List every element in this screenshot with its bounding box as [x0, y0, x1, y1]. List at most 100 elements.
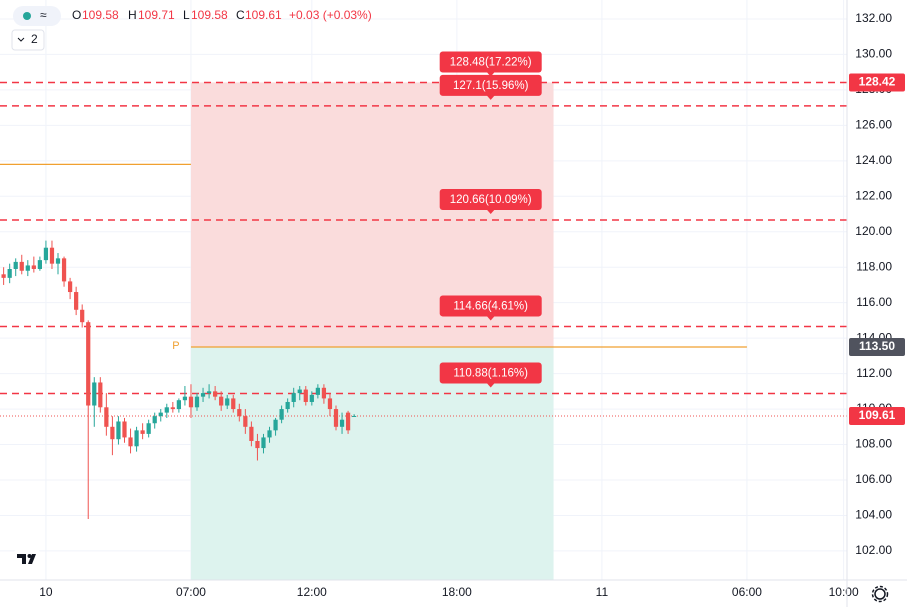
candle-body [321, 387, 327, 399]
y-tick-label: 126.00 [855, 118, 892, 132]
candle-body [176, 400, 181, 410]
y-tick-label: 112.00 [856, 366, 892, 380]
candle-body [49, 247, 55, 264]
candle-body [285, 401, 290, 410]
candle-body [146, 423, 151, 434]
candle-body [55, 258, 61, 264]
x-tick-label: 11 [596, 585, 609, 599]
ohlc-value: 109.58 [191, 8, 228, 22]
candle-body [291, 393, 296, 402]
candle-body [152, 416, 157, 424]
candle-body [43, 247, 49, 261]
candle-body [158, 412, 163, 417]
y-tick-label: 124.00 [855, 153, 892, 167]
ohlc-label: H [128, 8, 137, 22]
candle-body [327, 398, 333, 410]
candle-body [237, 409, 242, 417]
candle-body [352, 415, 357, 417]
x-tick-label: 06:00 [732, 585, 762, 599]
level-label-pointer [486, 95, 495, 100]
candle-body [243, 416, 248, 427]
level-label-pointer [486, 71, 495, 77]
y-tick-label: 120.00 [855, 224, 892, 238]
y-tick-label: 104.00 [855, 508, 892, 522]
candle-body [303, 389, 308, 402]
y-tick-label: 132.00 [855, 11, 892, 25]
candle-body [333, 409, 339, 427]
candle-body [345, 412, 351, 431]
candle-body [74, 292, 79, 310]
price-tag-label: 109.61 [859, 408, 896, 422]
candle-body [98, 382, 103, 408]
price-tag [849, 406, 905, 425]
candle-body [13, 261, 18, 269]
level-label: 114.66(4.61%) [453, 300, 528, 312]
y-tick-label: 116.00 [856, 295, 892, 309]
price-tag [849, 73, 905, 92]
price-tag-label: 113.50 [859, 339, 895, 353]
candle-body [86, 322, 91, 406]
candle-body [188, 396, 194, 408]
candle-body [182, 396, 188, 401]
candle-body [19, 261, 24, 271]
candle-body [249, 426, 254, 441]
level-label-box [439, 362, 542, 384]
candle-body [92, 382, 97, 406]
ohlc-value: 109.71 [138, 8, 175, 22]
candle-body [80, 309, 85, 323]
candle-body [104, 407, 109, 427]
x-tick-label: 10 [39, 585, 53, 599]
price-tag-label: 128.42 [859, 75, 896, 89]
level-label-box [439, 295, 542, 317]
level-label-box [439, 74, 542, 96]
price-tag [849, 338, 905, 357]
x-tick-label: 12:00 [297, 585, 327, 599]
candle-body [67, 281, 73, 293]
candle-body [122, 421, 127, 438]
candle-body [110, 426, 115, 440]
header: ≈ O 109.58 H 109.71 L 109.58 C 109.61 +0… [11, 6, 372, 51]
candle-body [273, 419, 278, 431]
level-label: 128.48(17.22%) [450, 56, 532, 68]
candle-body [213, 391, 218, 397]
indicator-toggle[interactable] [11, 29, 45, 51]
level-label: 120.66(10.09%) [450, 194, 532, 206]
candle-body [1, 274, 6, 278]
symbol-icon: ≈ [40, 8, 47, 22]
settings-gear[interactable] [874, 588, 886, 600]
level-label-box [439, 189, 542, 211]
symbol-pill[interactable] [13, 6, 61, 26]
status-dot [23, 12, 31, 20]
level-label-box [439, 51, 542, 73]
candle-body [261, 437, 266, 449]
candle-body [170, 407, 175, 410]
candle-body [297, 389, 302, 394]
ohlc-value: 109.61 [245, 8, 282, 22]
candle-body [25, 265, 30, 271]
settings-gear-outer [871, 585, 889, 603]
candle-body [37, 260, 42, 269]
candle-body [134, 430, 139, 447]
candle-body [267, 430, 272, 438]
logo-dot [27, 554, 32, 558]
candle-body [128, 437, 133, 447]
candle-body [31, 265, 36, 269]
candle-body [309, 394, 314, 402]
candle-body [200, 393, 206, 397]
candle-body [231, 398, 236, 410]
level-label: 127.1(15.96%) [453, 80, 529, 92]
candle-body [7, 268, 12, 278]
line-label: P [172, 340, 179, 352]
x-tick-label: 10:00 [829, 585, 859, 599]
y-tick-label: 122.00 [855, 188, 892, 202]
level-label-pointer [486, 382, 495, 388]
y-tick-label: 106.00 [855, 472, 892, 486]
candle-body [116, 421, 121, 440]
ohlc-label: C [236, 8, 245, 22]
change: +0.03 (+0.03%) [289, 8, 372, 22]
indicator-count: 2 [31, 32, 38, 46]
logo-bg [12, 547, 42, 569]
